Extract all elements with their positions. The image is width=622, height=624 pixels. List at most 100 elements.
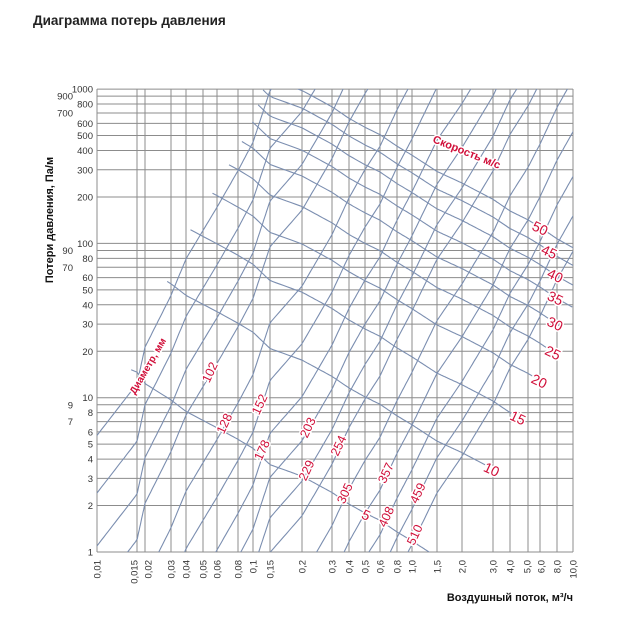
y-tick-label: 1	[88, 548, 93, 559]
velocity-label: 25	[542, 342, 563, 363]
diameter-label: 357	[375, 461, 397, 486]
y-tick-label: 700	[57, 109, 73, 120]
x-tick-label: 10,0	[569, 560, 580, 579]
x-tick-label: 2,0	[458, 560, 469, 573]
y-tick-label: 4	[88, 455, 93, 466]
x-tick-label: 0,8	[393, 560, 404, 573]
diameter-line	[215, 89, 472, 552]
y-tick-label: 80	[82, 254, 93, 265]
velocity-line	[262, 89, 573, 267]
x-tick-label: 0,1	[249, 560, 260, 573]
y-tick-label: 400	[77, 146, 93, 157]
velocity-line	[166, 280, 489, 468]
velocity-label: 20	[529, 371, 550, 392]
x-tick-label: 0,015	[130, 560, 141, 584]
x-axis-label: Воздушный поток, м³/ч	[447, 592, 573, 604]
velocity-label: 35	[545, 288, 566, 309]
diameter-title: Диаметр, мм	[128, 336, 169, 396]
x-tick-label: 0,05	[199, 560, 210, 579]
y-tick-label: 200	[77, 192, 93, 203]
x-tick-label: 0,2	[298, 560, 309, 573]
x-tick-label: 8,0	[553, 560, 564, 573]
y-tick-label: 60	[82, 273, 93, 284]
diameter-label: 229	[296, 458, 318, 483]
x-tick-label: 0,08	[234, 560, 245, 579]
y-tick-label: 8	[88, 408, 93, 419]
y-tick-label: 9	[68, 400, 73, 411]
x-tick-label: 5,0	[523, 560, 534, 573]
y-tick-label: 500	[77, 131, 93, 142]
diameter-label: 459	[407, 481, 429, 506]
x-tick-label: 3,0	[489, 560, 500, 573]
diameter-label: 408	[376, 504, 398, 529]
velocity-line	[130, 369, 430, 552]
y-tick-label: 5	[88, 440, 93, 451]
diameter-line	[269, 89, 538, 552]
x-tick-label: 6,0	[537, 560, 548, 573]
grid	[96, 88, 574, 553]
diameter-line	[97, 89, 316, 495]
diameter-line	[126, 89, 369, 552]
x-tick-label: 0,6	[376, 560, 387, 573]
x-tick-label: 0,03	[167, 560, 178, 579]
velocity-line	[190, 229, 515, 416]
y-tick-label: 900	[57, 92, 73, 103]
y-tick-label: 600	[77, 119, 93, 130]
velocity-line	[257, 104, 573, 286]
y-tick-label: 1000	[72, 85, 93, 96]
velocity-line	[251, 121, 573, 308]
diameter-line	[316, 89, 568, 552]
y-tick-label: 300	[77, 165, 93, 176]
diameter-label: 510	[404, 522, 426, 547]
y-tick-label: 70	[62, 263, 73, 274]
x-tick-label: 0,01	[93, 560, 104, 579]
diameter-label: 254	[328, 433, 350, 458]
x-tick-label: 4,0	[506, 560, 517, 573]
y-axis-label: Потери давления, Па/м	[44, 157, 56, 283]
diameter-line	[389, 214, 573, 552]
x-tick-label: 0,5	[361, 560, 372, 573]
x-tick-label: 1,5	[433, 560, 444, 573]
diameter-line	[258, 89, 518, 552]
y-tick-label: 800	[77, 100, 93, 111]
velocity-label: 30	[545, 313, 566, 334]
y-tick-label: 3	[88, 474, 93, 485]
y-tick-label: 30	[82, 320, 93, 331]
diameter-line	[97, 89, 344, 548]
y-tick-label: 20	[82, 347, 93, 358]
diameter-line	[240, 89, 497, 552]
velocity-label: 15	[507, 407, 528, 428]
diameter-label: 203	[297, 415, 319, 440]
x-tick-label: 0,02	[144, 560, 155, 579]
x-tick-label: 0,06	[213, 560, 224, 579]
y-tick-label: 40	[82, 300, 93, 311]
x-tick-label: 0,15	[266, 560, 277, 579]
x-tick-label: 0,3	[328, 560, 339, 573]
y-tick-label: 100	[77, 239, 93, 250]
velocity-label: 10	[481, 459, 502, 480]
velocity-line	[212, 192, 537, 379]
series-lines	[97, 89, 573, 552]
y-tick-label: 10	[82, 393, 93, 404]
velocity-line	[241, 141, 562, 328]
velocity-line	[228, 164, 551, 351]
diameter-line	[368, 175, 573, 552]
axis-ticks: 0,01 0,015 0,02 0,03 0,04 0,05 0,06 0,08 0,1 0,15…	[57, 85, 579, 584]
y-tick-label: 6	[88, 427, 93, 438]
y-tick-label: 50	[82, 285, 93, 296]
diameter-line	[158, 89, 409, 552]
velocity-label: 50	[530, 218, 551, 239]
velocity-label: 5	[359, 506, 373, 524]
y-tick-label: 7	[68, 417, 73, 428]
velocity-label: 40	[545, 265, 566, 286]
chart-title: Диаграмма потерь давления	[33, 13, 226, 28]
diameter-line	[97, 89, 273, 437]
y-tick-label: 2	[88, 501, 93, 512]
x-tick-label: 1,0	[408, 560, 419, 573]
velocity-line	[296, 89, 573, 249]
diameter-line	[184, 89, 437, 552]
y-tick-label: 90	[62, 246, 73, 257]
diameter-label: 305	[334, 481, 356, 506]
x-tick-label: 0,04	[182, 560, 193, 579]
